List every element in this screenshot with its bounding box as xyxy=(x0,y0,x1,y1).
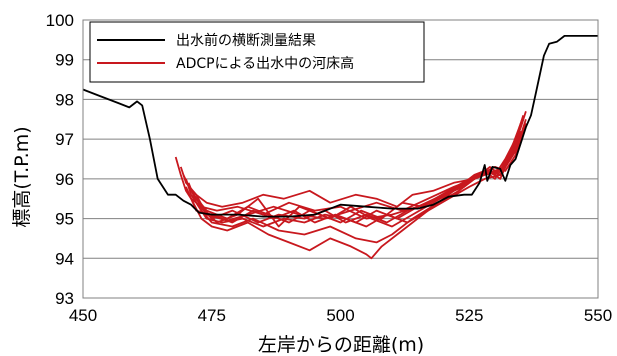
y-axis-label: 標高(T.P.m) xyxy=(11,126,33,227)
plot-area-frame xyxy=(82,19,599,299)
y-tick-label: 98 xyxy=(55,90,74,109)
survey-profile-line xyxy=(82,35,598,218)
x-tick-label: 525 xyxy=(455,306,483,325)
y-tick-label: 93 xyxy=(55,289,74,308)
x-tick-label: 475 xyxy=(198,306,226,325)
adcp-riverbed-line-8 xyxy=(195,134,522,228)
adcp-riverbed-line-7 xyxy=(190,138,522,228)
legend-entry-survey: 出水前の横断測量結果 xyxy=(176,32,316,49)
x-tick-label: 550 xyxy=(584,306,612,325)
legend: 出水前の横断測量結果 ADCPによる出水中の河床高 xyxy=(89,21,425,83)
adcp-riverbed-line-5 xyxy=(182,119,527,208)
plot-lines xyxy=(82,35,598,260)
y-tick-label: 97 xyxy=(55,130,74,149)
legend-box xyxy=(89,21,425,83)
x-tick-label: 500 xyxy=(326,306,354,325)
x-axis-ticks: 450 475 500 525 550 xyxy=(69,306,612,325)
adcp-riverbed-line-1 xyxy=(174,115,525,220)
x-axis-label: 左岸からの距離(m) xyxy=(258,334,424,356)
y-tick-label: 100 xyxy=(46,11,74,30)
y-axis-ticks: 93 94 95 96 97 98 99 100 xyxy=(46,11,74,308)
y-tick-label: 96 xyxy=(55,170,74,189)
y-tick-label: 94 xyxy=(55,249,74,268)
adcp-riverbed-line-10 xyxy=(193,130,522,228)
y-tick-label: 99 xyxy=(55,51,74,70)
x-tick-label: 450 xyxy=(69,306,97,325)
y-tick-label: 95 xyxy=(55,210,74,229)
gridlines xyxy=(83,59,598,259)
legend-entry-adcp: ADCPによる出水中の河床高 xyxy=(176,55,354,72)
